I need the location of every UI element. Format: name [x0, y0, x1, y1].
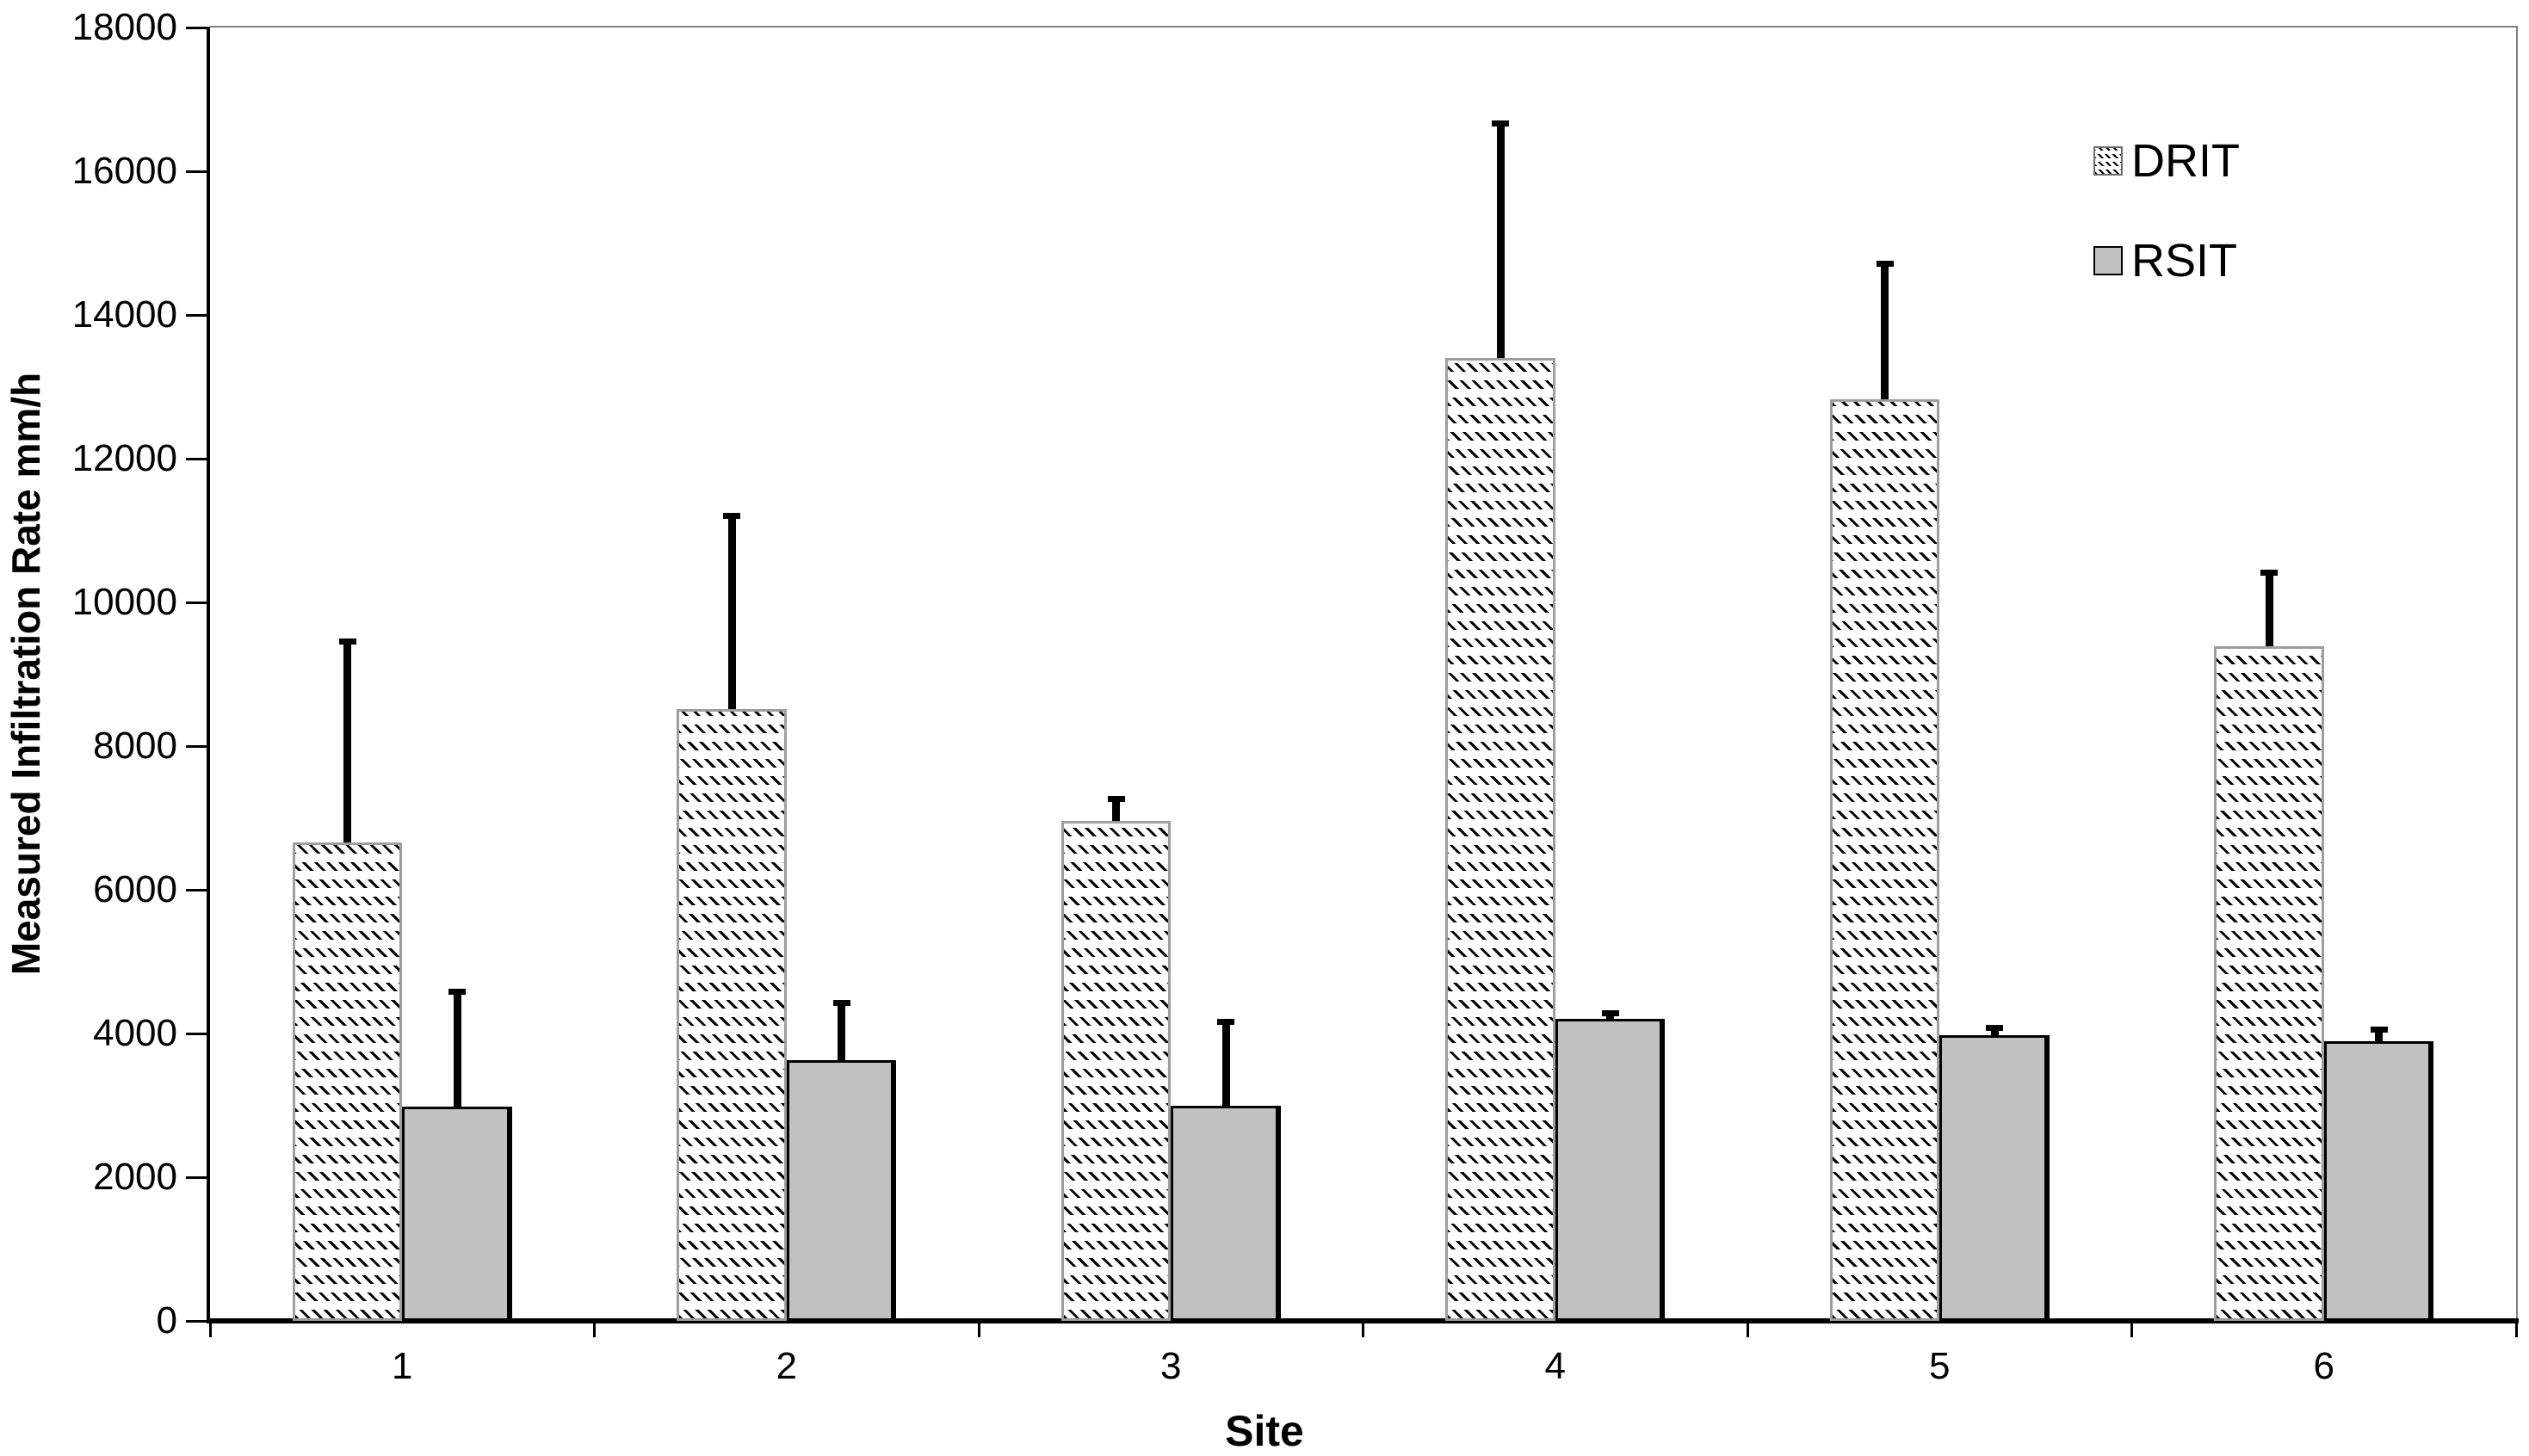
error-bar-cap [448, 989, 466, 996]
y-axis-tick [186, 1032, 210, 1035]
x-axis-tick [1746, 1323, 1749, 1337]
error-bar-stem [1496, 120, 1505, 359]
y-axis-tick-label: 14000 [71, 293, 177, 336]
x-axis-tick-label: 3 [1160, 1345, 1182, 1387]
error-bar-stem [727, 512, 736, 710]
drit-bar-site-6 [2214, 645, 2324, 1321]
error-bar-cap [2370, 1027, 2388, 1033]
drit-bar-site-5 [1829, 398, 1940, 1321]
x-axis-tick-label: 4 [1544, 1345, 1566, 1387]
error-bar-stem [1112, 796, 1120, 821]
x-axis-tick [2514, 1323, 2518, 1337]
y-axis-tick [186, 170, 210, 173]
x-axis-tick [2130, 1323, 2133, 1337]
error-bar-cap [832, 999, 850, 1006]
drit-bar-site-4 [1445, 358, 1555, 1321]
error-bar-cap [1492, 120, 1509, 126]
error-bar-stem [838, 999, 845, 1060]
y-axis-tick [186, 313, 210, 317]
y-axis-tick [186, 457, 210, 460]
error-bar-cap [1601, 1010, 1619, 1017]
error-bar-stem [1881, 261, 1889, 399]
y-axis-tick-label: 18000 [71, 6, 177, 48]
rsit-bar-site-5 [1939, 1034, 2050, 1321]
legend-item-rsit: RSIT [2093, 238, 2237, 284]
rsit-bar-site-1 [402, 1107, 512, 1321]
error-bar-cap [1986, 1024, 2003, 1031]
plot-frame-right [2516, 26, 2518, 1322]
y-axis-tick-label: 0 [156, 1299, 177, 1342]
x-axis-tick [1362, 1323, 1364, 1337]
y-axis-tick-label: 2000 [93, 1156, 177, 1198]
error-bar-stem [453, 989, 461, 1107]
rsit-bar-site-3 [1171, 1106, 1281, 1321]
error-bar-stem [2375, 1027, 2383, 1042]
x-axis-tick-label: 1 [392, 1345, 413, 1387]
x-axis-tick-label: 5 [1929, 1345, 1951, 1387]
y-axis-tick-label: 16000 [71, 150, 177, 192]
error-bar-cap [2260, 570, 2278, 577]
error-bar-stem [343, 638, 351, 842]
legend-item-drit: DRIT [2093, 138, 2240, 184]
x-axis-tick-label: 2 [776, 1345, 797, 1387]
y-axis-tick [186, 1175, 210, 1179]
legend-swatch-rsit-solid [2093, 246, 2123, 275]
y-axis-tick [186, 1319, 210, 1323]
error-bar-cap [1876, 261, 1894, 268]
y-axis-tick-label: 10000 [71, 581, 177, 623]
error-bar-stem [2265, 570, 2273, 646]
drit-bar-site-3 [1060, 820, 1172, 1321]
x-axis-line [207, 1318, 2519, 1323]
legend-label-drit: DRIT [2131, 135, 2240, 187]
y-axis-tick [186, 744, 210, 748]
y-axis-tick-label: 6000 [93, 868, 177, 910]
y-axis-title: Measured Infiltration Rate mm/h [3, 372, 48, 976]
error-bar-cap [723, 512, 740, 519]
y-axis-tick-label: 12000 [71, 437, 177, 479]
y-axis-tick-label: 8000 [93, 725, 177, 767]
error-bar-stem [1221, 1019, 1230, 1107]
rsit-bar-site-6 [2323, 1041, 2434, 1321]
y-axis-tick [186, 888, 210, 891]
y-axis-tick-label: 4000 [93, 1012, 177, 1054]
x-axis-title: Site [1225, 1407, 1304, 1455]
legend-label-rsit: RSIT [2131, 235, 2238, 287]
y-axis-tick [186, 601, 210, 604]
plot-frame-top [210, 26, 2518, 28]
rsit-bar-site-2 [786, 1059, 897, 1321]
y-axis-tick [186, 26, 210, 29]
error-bar-cap [1107, 796, 1125, 803]
y-axis-line [207, 28, 210, 1323]
rsit-bar-site-4 [1555, 1019, 1666, 1321]
x-axis-tick [208, 1323, 212, 1337]
drit-bar-site-2 [677, 709, 787, 1321]
drit-bar-site-1 [292, 842, 403, 1321]
x-axis-tick-label: 6 [2313, 1345, 2334, 1387]
x-axis-tick [977, 1323, 980, 1337]
legend-swatch-drit-hatched [2093, 146, 2123, 176]
error-bar-cap [1217, 1019, 1234, 1026]
error-bar-cap [338, 638, 356, 645]
x-axis-tick [593, 1323, 596, 1337]
